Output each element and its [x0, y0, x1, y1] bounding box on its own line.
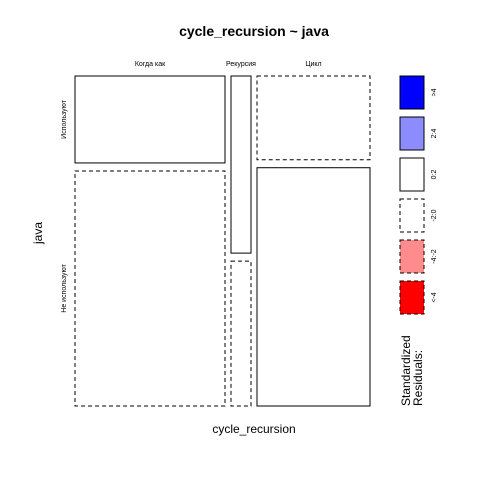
- mosaic-tile-2-0: [256, 75, 371, 161]
- mosaic-tile-0-0: [74, 75, 226, 164]
- x-category-label: Рекурсия: [226, 61, 256, 68]
- legend-swatch: [399, 116, 425, 151]
- mosaic-tile-1-0: [230, 75, 252, 254]
- legend-label: -4:-2: [431, 249, 438, 264]
- legend-title: Standardized Residuals:: [399, 332, 425, 406]
- legend-title-line-1: Standardized: [399, 335, 413, 406]
- legend-swatch: [399, 75, 425, 110]
- legend-swatch: [399, 239, 425, 274]
- chart-title: cycle_recursion ~ java: [179, 23, 329, 39]
- x-category-labels: Когда как Рекурсия Цикл: [135, 61, 322, 68]
- legend-label: 0:2: [431, 170, 438, 180]
- y-category-label: Не используют: [61, 263, 68, 312]
- legend-swatch: [399, 280, 425, 315]
- legend-label: 2:4: [431, 129, 438, 139]
- mosaic-tile-1-1: [230, 260, 252, 407]
- y-category-label: Используют: [61, 99, 68, 139]
- legend-swatch: [399, 157, 425, 192]
- legend-label: >4: [431, 88, 438, 96]
- x-axis-label: cycle_recursion: [212, 422, 295, 436]
- x-category-label: Когда как: [135, 61, 166, 68]
- legend-title-line-2: Residuals:: [411, 350, 425, 406]
- y-axis-label: java: [31, 222, 45, 245]
- x-category-label: Цикл: [305, 61, 321, 68]
- mosaic-tile-0-1: [74, 170, 226, 407]
- legend: >4 2:4 0:2 -2:0 -4:-2 <-4: [399, 75, 438, 315]
- mosaic-tiles: [74, 75, 371, 407]
- legend-label: <-4: [431, 292, 438, 302]
- y-category-labels: Используют Не используют: [61, 99, 68, 312]
- legend-swatch: [399, 198, 425, 233]
- legend-label: -2:0: [431, 209, 438, 221]
- mosaic-tile-2-1: [256, 167, 371, 407]
